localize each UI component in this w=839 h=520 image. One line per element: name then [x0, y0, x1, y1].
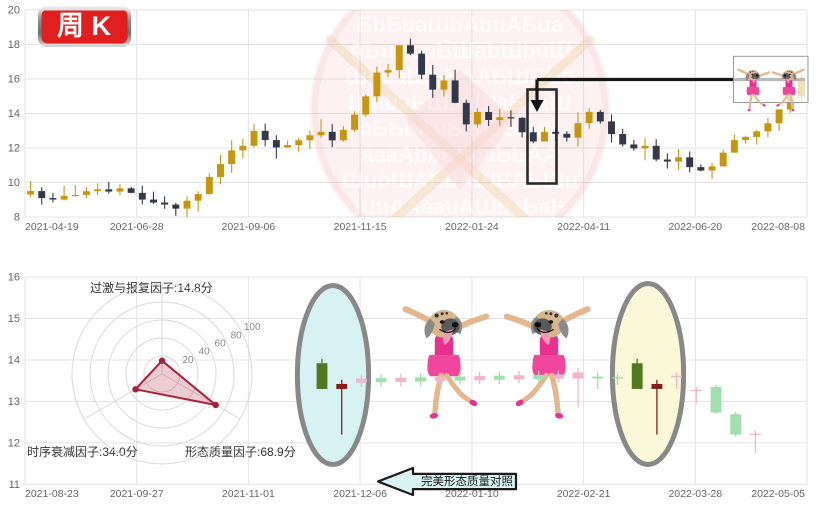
svg-text:20: 20 — [8, 5, 20, 17]
svg-text:БbБuaШbАbuАБua: БbБuaШbАbuАБua — [357, 12, 564, 37]
svg-text:16: 16 — [8, 74, 20, 86]
svg-text:2021-11-15: 2021-11-15 — [334, 221, 387, 233]
svg-text:2021-09-27: 2021-09-27 — [110, 488, 164, 500]
svg-text:2022-06-20: 2022-06-20 — [668, 221, 722, 233]
svg-text:2022-05-05: 2022-05-05 — [751, 488, 805, 500]
svg-text:АЬuАuuЬШabШbuШ: АЬuАuuЬШabШbuШ — [349, 38, 572, 63]
svg-text:100: 100 — [244, 322, 261, 333]
svg-text:2022-04-11: 2022-04-11 — [557, 221, 610, 233]
svg-text:14: 14 — [8, 108, 20, 120]
svg-text:完美形态质量对照: 完美形态质量对照 — [421, 474, 513, 488]
svg-text:12: 12 — [8, 437, 20, 449]
svg-text:16: 16 — [8, 272, 20, 284]
svg-text:2021-11-01: 2021-11-01 — [222, 488, 275, 500]
svg-text:2022-03-28: 2022-03-28 — [668, 488, 722, 500]
svg-text:形态质量因子:68.9分: 形态质量因子:68.9分 — [185, 445, 296, 459]
svg-text:2021-08-23: 2021-08-23 — [25, 488, 79, 500]
svg-text:15: 15 — [8, 313, 20, 325]
svg-text:2022-02-21: 2022-02-21 — [557, 488, 611, 500]
svg-text:12: 12 — [8, 143, 20, 155]
svg-text:40: 40 — [199, 347, 211, 358]
svg-text:过激与报复因子:14.8分: 过激与报复因子:14.8分 — [90, 280, 213, 295]
svg-text:2022-01-24: 2022-01-24 — [445, 221, 499, 233]
svg-text:13: 13 — [8, 396, 20, 408]
svg-text:20: 20 — [182, 355, 194, 366]
svg-text:60: 60 — [215, 338, 227, 349]
svg-text:2021-04-19: 2021-04-19 — [25, 221, 79, 233]
svg-text:2022-01-10: 2022-01-10 — [445, 488, 499, 500]
svg-text:ШuААaauАШbaЬaЬ: ШuААaauАШbaЬaЬ — [354, 194, 567, 219]
svg-text:8: 8 — [14, 212, 20, 224]
svg-text:2022-08-08: 2022-08-08 — [751, 221, 805, 233]
svg-text:10: 10 — [8, 177, 20, 189]
svg-text:2021-06-28: 2021-06-28 — [110, 221, 164, 233]
svg-text:18: 18 — [8, 39, 20, 51]
svg-text:2021-12-06: 2021-12-06 — [333, 488, 387, 500]
svg-text:11: 11 — [9, 479, 20, 491]
svg-text:14: 14 — [8, 355, 20, 367]
svg-text:周 K: 周 K — [57, 11, 112, 41]
svg-text:时序衰减因子:34.0分: 时序衰减因子:34.0分 — [27, 444, 138, 459]
svg-text:80: 80 — [231, 330, 243, 341]
svg-text:2021-09-06: 2021-09-06 — [222, 221, 276, 233]
